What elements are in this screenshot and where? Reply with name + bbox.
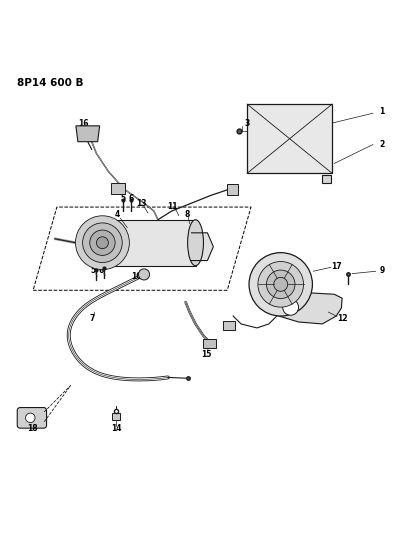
Circle shape bbox=[274, 277, 288, 292]
Circle shape bbox=[138, 269, 150, 280]
Text: 14: 14 bbox=[111, 424, 122, 433]
Text: 2: 2 bbox=[379, 140, 384, 149]
Circle shape bbox=[26, 413, 35, 423]
Text: 10: 10 bbox=[131, 271, 141, 280]
Text: 1: 1 bbox=[379, 108, 384, 117]
Text: 4: 4 bbox=[115, 211, 120, 220]
Text: 5: 5 bbox=[91, 266, 96, 275]
Text: 13: 13 bbox=[136, 199, 146, 208]
Bar bbox=[322, 175, 331, 183]
Bar bbox=[227, 184, 238, 195]
Text: 18: 18 bbox=[27, 424, 38, 433]
Circle shape bbox=[267, 270, 295, 298]
Bar bbox=[247, 104, 332, 173]
Bar bbox=[113, 413, 120, 420]
Text: 17: 17 bbox=[331, 262, 342, 271]
Text: 15: 15 bbox=[201, 350, 212, 359]
Circle shape bbox=[83, 223, 122, 263]
Bar bbox=[203, 339, 216, 348]
Polygon shape bbox=[192, 233, 213, 261]
Text: 5: 5 bbox=[121, 194, 126, 203]
Text: 7: 7 bbox=[90, 314, 95, 324]
Bar bbox=[223, 321, 235, 330]
Text: 16: 16 bbox=[79, 118, 89, 127]
Ellipse shape bbox=[188, 220, 203, 266]
FancyBboxPatch shape bbox=[17, 408, 47, 428]
Polygon shape bbox=[277, 292, 342, 324]
Circle shape bbox=[249, 253, 312, 316]
Bar bbox=[97, 220, 196, 266]
Text: 6: 6 bbox=[99, 266, 104, 275]
Text: 11: 11 bbox=[167, 202, 178, 211]
Text: 3: 3 bbox=[245, 118, 250, 127]
Text: 8P14 600 B: 8P14 600 B bbox=[17, 78, 84, 88]
Text: 6: 6 bbox=[129, 194, 134, 203]
Polygon shape bbox=[76, 126, 100, 142]
Circle shape bbox=[97, 237, 109, 249]
Circle shape bbox=[258, 262, 304, 307]
Text: 12: 12 bbox=[337, 314, 348, 324]
Circle shape bbox=[75, 216, 129, 270]
Bar bbox=[111, 182, 125, 193]
Text: 8: 8 bbox=[184, 209, 190, 219]
Circle shape bbox=[283, 300, 298, 315]
Circle shape bbox=[90, 230, 115, 255]
Text: 9: 9 bbox=[379, 266, 384, 275]
